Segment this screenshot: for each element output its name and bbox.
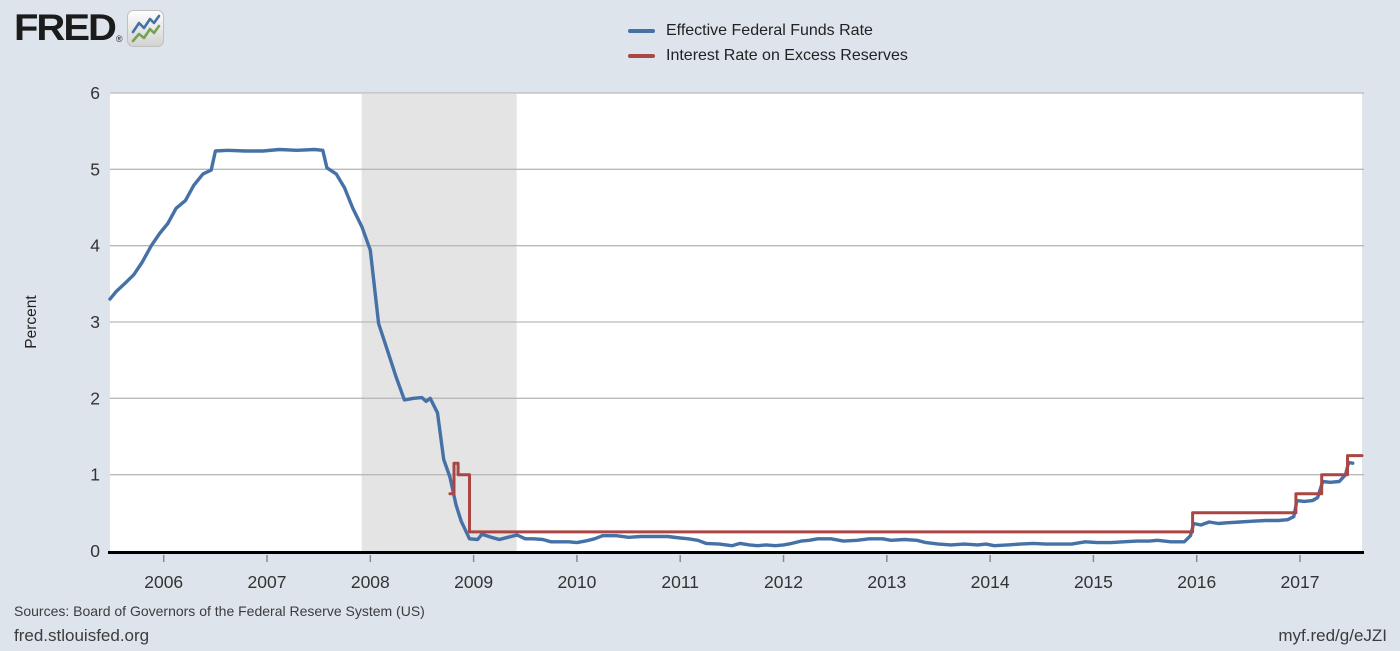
fred-logo-text: FRED xyxy=(14,7,117,49)
registered-trademark-symbol: ® xyxy=(115,34,123,44)
x-tick-label: 2017 xyxy=(1281,572,1320,592)
series-effr-line xyxy=(108,147,1355,548)
fred-logo[interactable]: FRED ® xyxy=(14,8,164,48)
x-tick-label: 2014 xyxy=(971,572,1010,592)
y-tick-label: 2 xyxy=(90,388,100,408)
legend-swatch-red-icon xyxy=(628,53,655,58)
y-tick-label: 1 xyxy=(90,465,100,485)
x-tick-label: 2011 xyxy=(661,572,699,592)
x-tick-label: 2007 xyxy=(248,572,287,592)
y-tick-label: 5 xyxy=(90,159,100,179)
x-tick-label: 2010 xyxy=(557,572,596,592)
legend-label: Interest Rate on Excess Reserves xyxy=(666,46,908,64)
x-tick-label: 2016 xyxy=(1177,572,1216,592)
y-tick-label: 6 xyxy=(90,83,100,103)
x-tick-label: 2012 xyxy=(764,572,803,592)
x-tick-label: 2006 xyxy=(144,572,183,592)
sources-note: Sources: Board of Governors of the Feder… xyxy=(14,603,425,619)
y-axis-title: Percent xyxy=(23,295,40,349)
x-tick-label: 2008 xyxy=(351,572,390,592)
legend-item-interest-rate-on-excess-reserves: Interest Rate on Excess Reserves xyxy=(628,43,908,68)
y-tick-label: 4 xyxy=(90,236,100,256)
series-ioer-line xyxy=(448,454,1364,534)
legend: Effective Federal Funds Rate Interest Ra… xyxy=(628,18,908,68)
legend-label: Effective Federal Funds Rate xyxy=(666,21,873,39)
x-tick-label: 2009 xyxy=(454,572,493,592)
fred-site-link[interactable]: fred.stlouisfed.org xyxy=(14,626,150,645)
legend-swatch-blue-icon xyxy=(628,28,655,33)
y-tick-label: 3 xyxy=(90,312,100,332)
x-tick-label: 2015 xyxy=(1074,572,1113,592)
y-tick-label: 0 xyxy=(90,541,100,561)
legend-item-effective-federal-funds-rate: Effective Federal Funds Rate xyxy=(628,18,908,43)
fred-logo-chart-icon xyxy=(126,9,164,47)
x-tick-label: 2013 xyxy=(867,572,906,592)
graph-short-url-link[interactable]: myf.red/g/eJZI xyxy=(1278,626,1387,645)
